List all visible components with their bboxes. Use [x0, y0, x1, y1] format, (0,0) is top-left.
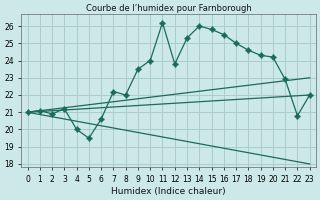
- Title: Courbe de l’humidex pour Farnborough: Courbe de l’humidex pour Farnborough: [86, 4, 252, 13]
- X-axis label: Humidex (Indice chaleur): Humidex (Indice chaleur): [111, 187, 226, 196]
